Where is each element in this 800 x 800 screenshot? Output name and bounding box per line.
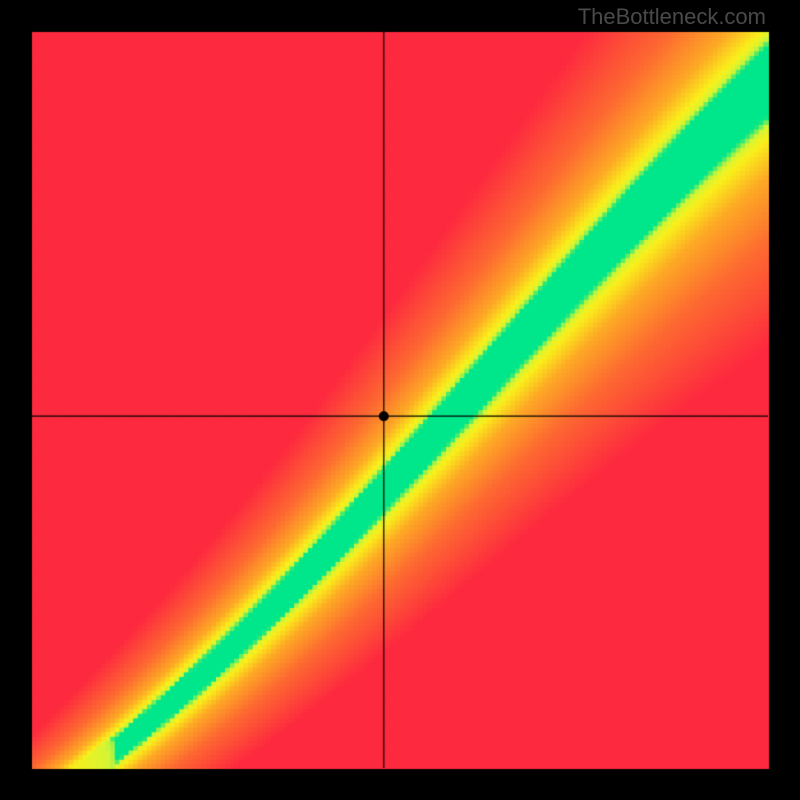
bottleneck-heatmap bbox=[0, 0, 800, 800]
chart-container: { "watermark": "TheBottleneck.com", "can… bbox=[0, 0, 800, 800]
watermark-text: TheBottleneck.com bbox=[578, 4, 766, 30]
